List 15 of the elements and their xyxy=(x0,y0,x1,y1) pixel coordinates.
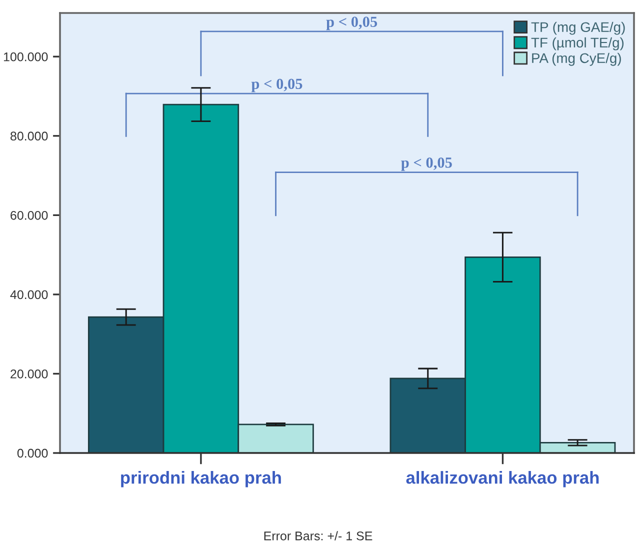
annotation: p < 0,05 xyxy=(326,16,378,30)
y-tick-label: 20.000 xyxy=(10,370,48,378)
legend-label: TP (mg GAE/g) xyxy=(531,22,625,35)
x-tick-label: alkalizovani kakao prah xyxy=(406,471,599,488)
y-tick-label: 80.000 xyxy=(10,132,48,141)
annotation: p < 0,05 xyxy=(401,157,452,171)
legend-label: TF (µmol TE/g) xyxy=(531,37,624,50)
y-tick-label: 60.000 xyxy=(10,210,48,220)
y-tick-label: 100.000 xyxy=(4,52,48,62)
y-tick-label: 0.000 xyxy=(17,448,48,458)
x-tick-label: prirodni kakao prah xyxy=(121,471,281,488)
annotation: p < 0,05 xyxy=(251,78,302,92)
y-tick-label: 40.000 xyxy=(10,290,48,300)
legend-label: PA (mg CyE/g) xyxy=(532,52,621,66)
text: Error Bars: +/- 1 SE xyxy=(264,531,372,540)
